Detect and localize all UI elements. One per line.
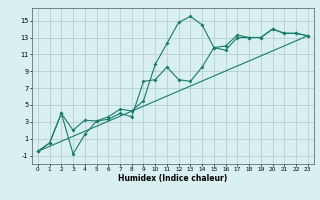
X-axis label: Humidex (Indice chaleur): Humidex (Indice chaleur)	[118, 174, 228, 183]
